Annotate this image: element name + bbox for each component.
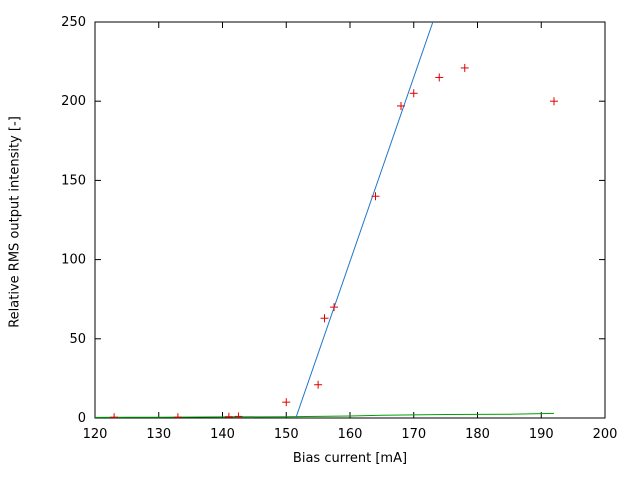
y-axis-label: Relative RMS output intensity [-] (7, 116, 23, 328)
measured-rms-points (110, 63, 558, 418)
noise-floor-line (95, 412, 555, 418)
x-tick-label: 180 (465, 427, 490, 442)
plot-border (94, 21, 606, 419)
y-tick-label: 250 (61, 15, 86, 30)
y-tick-label: 100 (61, 253, 86, 268)
x-axis-label: Bias current [mA] (292, 451, 408, 466)
x-tick-label: 200 (593, 427, 618, 442)
y-tick-label: 200 (61, 94, 86, 109)
linear-fit-line (295, 22, 434, 418)
x-tick-label: 150 (274, 427, 299, 442)
x-tick-label: 140 (210, 427, 235, 442)
x-tick-label: 130 (146, 427, 171, 442)
x-tick-label: 190 (529, 427, 554, 442)
x-tick-label: 170 (401, 427, 426, 442)
plot-area (95, 22, 558, 418)
x-tick-label: 160 (338, 427, 363, 442)
y-tick-label: 150 (61, 173, 86, 188)
y-tick-label: 0 (78, 411, 86, 426)
x-tick-label: 120 (83, 427, 108, 442)
y-tick-label: 50 (69, 332, 86, 347)
